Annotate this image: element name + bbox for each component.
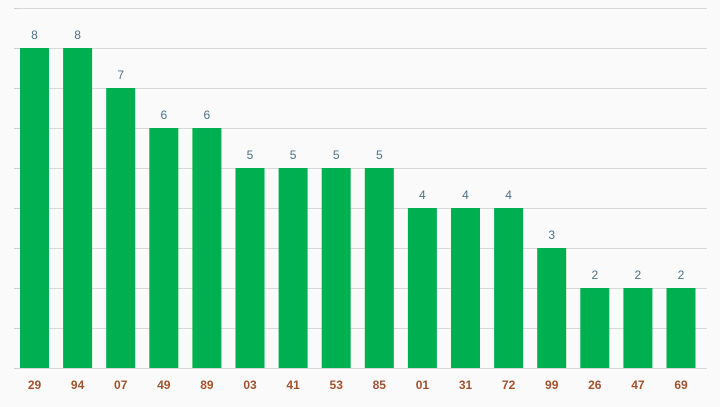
value-label-layer: 8 8 7 6 6 5 5 5 5 4 4 4 3 2 2 2 [31, 28, 685, 282]
bar-07 [106, 88, 136, 368]
category-label: 26 [588, 378, 602, 392]
category-label: 01 [416, 378, 430, 392]
value-label: 6 [204, 108, 211, 122]
category-label-layer: 29 94 07 49 89 03 41 53 85 01 31 72 99 26 47 69 [28, 378, 688, 392]
value-label: 4 [462, 188, 469, 202]
bar-72 [494, 208, 524, 368]
bar-layer [20, 48, 696, 368]
value-label: 4 [505, 188, 512, 202]
value-label: 2 [635, 268, 642, 282]
category-label: 31 [459, 378, 473, 392]
value-label: 5 [333, 148, 340, 162]
value-label: 4 [419, 188, 426, 202]
category-label: 03 [243, 378, 257, 392]
value-label: 6 [160, 108, 167, 122]
value-label: 5 [376, 148, 383, 162]
bar-49 [149, 128, 179, 368]
category-label: 49 [157, 378, 171, 392]
value-label: 5 [247, 148, 254, 162]
category-label: 53 [330, 378, 344, 392]
bar-03 [235, 168, 265, 368]
value-label: 8 [31, 28, 38, 42]
category-label: 89 [200, 378, 214, 392]
bar-89 [192, 128, 222, 368]
bar-26 [580, 288, 610, 368]
category-label: 69 [674, 378, 688, 392]
value-label: 8 [74, 28, 81, 42]
category-label: 72 [502, 378, 516, 392]
bar-31 [451, 208, 480, 368]
bar-85 [364, 168, 394, 368]
value-label: 3 [548, 228, 555, 242]
bar-94 [63, 48, 93, 368]
bar-69 [666, 288, 696, 368]
bar-47 [623, 288, 653, 368]
bar-01 [407, 208, 437, 368]
value-label: 5 [290, 148, 297, 162]
category-label: 47 [631, 378, 645, 392]
bar-99 [537, 248, 567, 368]
category-label: 99 [545, 378, 559, 392]
category-label: 94 [71, 378, 85, 392]
category-label: 85 [373, 378, 387, 392]
value-label: 7 [117, 68, 124, 82]
category-label: 29 [28, 378, 42, 392]
category-label: 41 [286, 378, 300, 392]
bar-41 [278, 168, 308, 368]
bar-53 [321, 168, 351, 368]
value-label: 2 [678, 268, 685, 282]
value-label: 2 [591, 268, 598, 282]
category-label: 07 [114, 378, 128, 392]
bar-29 [20, 48, 49, 368]
